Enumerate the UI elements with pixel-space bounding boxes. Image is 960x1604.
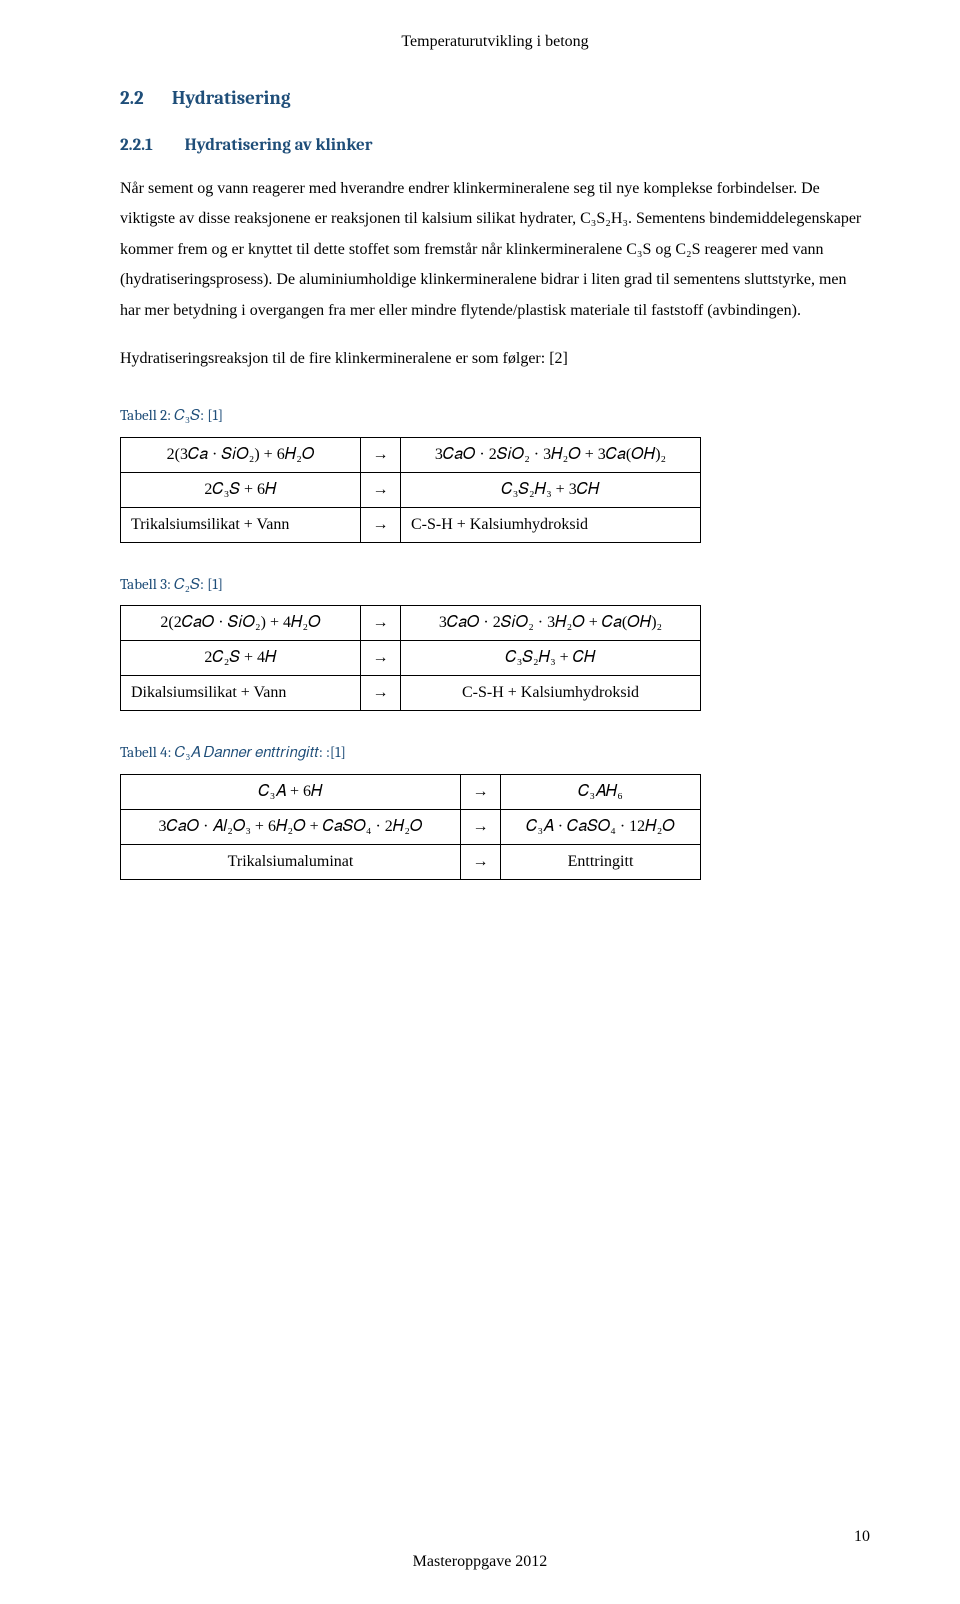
table4-caption: Tabell 4: 𝐶₃𝐴 𝐷𝑎𝑛𝑛𝑒𝑟 𝑒𝑛𝑡𝑡𝑟𝑖𝑛𝑔𝑖𝑡𝑡: :[1] [120,741,870,764]
table-row: Trikalsiumaluminat → Enttringitt [121,844,701,879]
table-row: 3𝐶𝑎𝑂 · 𝐴𝑙₂𝑂₃ + 6𝐻₂𝑂 + 𝐶𝑎𝑆𝑂₄ · 2𝐻₂𝑂 → 𝐶₃𝐴… [121,809,701,844]
section-heading-2: 2.2 Hydratisering [120,84,870,113]
table-cell: 2(3𝐶𝑎 · 𝑆𝑖𝑂₂) + 6𝐻₂𝑂 [121,437,361,472]
table-cell: Trikalsiumsilikat + Vann [121,507,361,542]
table-cell: Trikalsiumaluminat [121,844,461,879]
page-number: 10 [854,1525,870,1549]
table-cell: → [361,507,401,542]
h2-number: 2.2 [120,87,144,109]
table-cell: 𝐶₃𝐴𝐻₆ [501,774,701,809]
table-cell: 2𝐶₃𝑆 + 6𝐻 [121,472,361,507]
table-cell: → [461,844,501,879]
table-3: 2(2𝐶𝑎𝑂 · 𝑆𝑖𝑂₂) + 4𝐻₂𝑂 → 3𝐶𝑎𝑂 · 2𝑆𝑖𝑂₂ · 3… [120,605,701,711]
paragraph-2: Hydratiseringsreaksjon til de fire klink… [120,344,870,374]
table-cell: 3𝐶𝑎𝑂 · 2𝑆𝑖𝑂₂ · 3𝐻₂𝑂 + 𝐶𝑎(𝑂𝐻)₂ [401,606,701,641]
running-header: Temperaturutvikling i betong [120,30,870,54]
h3-title: Hydratisering av klinker [185,136,373,155]
table-row: 2(2𝐶𝑎𝑂 · 𝑆𝑖𝑂₂) + 4𝐻₂𝑂 → 3𝐶𝑎𝑂 · 2𝑆𝑖𝑂₂ · 3… [121,606,701,641]
table-row: 2𝐶₂𝑆 + 4𝐻 → 𝐶₃𝑆₂𝐻₃ + 𝐶𝐻 [121,641,701,676]
table-cell: Dikalsiumsilikat + Vann [121,676,361,711]
table-4: 𝐶₃𝐴 + 6𝐻 → 𝐶₃𝐴𝐻₆ 3𝐶𝑎𝑂 · 𝐴𝑙₂𝑂₃ + 6𝐻₂𝑂 + 𝐶… [120,774,701,880]
footer-text: Masteroppgave 2012 [0,1550,960,1574]
h3-number: 2.2.1 [120,136,153,155]
table-cell: → [461,774,501,809]
table-row: 𝐶₃𝐴 + 6𝐻 → 𝐶₃𝐴𝐻₆ [121,774,701,809]
table-cell: 𝐶₃𝑆₂𝐻₃ + 𝐶𝐻 [401,641,701,676]
table-row: Dikalsiumsilikat + Vann → C-S-H + Kalsiu… [121,676,701,711]
paragraph-1: Når sement og vann reagerer med hverandr… [120,174,870,326]
table-cell: 2(2𝐶𝑎𝑂 · 𝑆𝑖𝑂₂) + 4𝐻₂𝑂 [121,606,361,641]
section-heading-3: 2.2.1 Hydratisering av klinker [120,133,870,159]
table-cell: Enttringitt [501,844,701,879]
table-cell: 3𝐶𝑎𝑂 · 𝐴𝑙₂𝑂₃ + 6𝐻₂𝑂 + 𝐶𝑎𝑆𝑂₄ · 2𝐻₂𝑂 [121,809,461,844]
table-cell: → [361,676,401,711]
table-cell: 𝐶₃𝑆₂𝐻₃ + 3𝐶𝐻 [401,472,701,507]
table-cell: → [361,641,401,676]
table-cell: C-S-H + Kalsiumhydroksid [401,507,701,542]
table-cell: 2𝐶₂𝑆 + 4𝐻 [121,641,361,676]
table-cell: → [361,437,401,472]
table3-caption: Tabell 3: 𝐶₂𝑆: [1] [120,573,870,596]
table-cell: → [361,472,401,507]
table2-caption: Tabell 2: 𝐶₃𝑆: [1] [120,404,870,427]
h2-title: Hydratisering [172,87,291,109]
table-cell: C-S-H + Kalsiumhydroksid [401,676,701,711]
table-cell: 𝐶₃𝐴 · 𝐶𝑎𝑆𝑂₄ · 12𝐻₂𝑂 [501,809,701,844]
table-cell: → [361,606,401,641]
table-row: 2(3𝐶𝑎 · 𝑆𝑖𝑂₂) + 6𝐻₂𝑂 → 3𝐶𝑎𝑂 · 2𝑆𝑖𝑂₂ · 3𝐻… [121,437,701,472]
table-row: 2𝐶₃𝑆 + 6𝐻 → 𝐶₃𝑆₂𝐻₃ + 3𝐶𝐻 [121,472,701,507]
table-2: 2(3𝐶𝑎 · 𝑆𝑖𝑂₂) + 6𝐻₂𝑂 → 3𝐶𝑎𝑂 · 2𝑆𝑖𝑂₂ · 3𝐻… [120,437,701,543]
table-cell: → [461,809,501,844]
table-cell: 𝐶₃𝐴 + 6𝐻 [121,774,461,809]
table-cell: 3𝐶𝑎𝑂 · 2𝑆𝑖𝑂₂ · 3𝐻₂𝑂 + 3𝐶𝑎(𝑂𝐻)₂ [401,437,701,472]
table-row: Trikalsiumsilikat + Vann → C-S-H + Kalsi… [121,507,701,542]
